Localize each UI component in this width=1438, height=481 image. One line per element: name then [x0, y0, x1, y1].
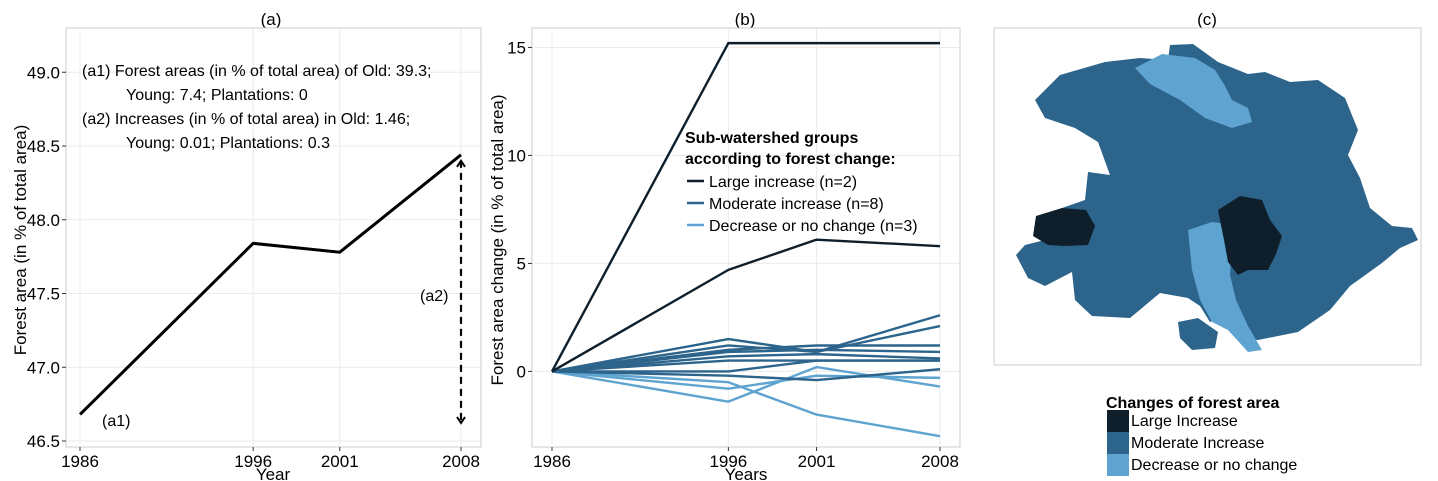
map-region-large-east: [1218, 196, 1282, 275]
panel-b-x-axis-label: Years: [725, 465, 768, 481]
panel-a-arrowhead-top: [456, 159, 466, 168]
panel-b-title: (b): [735, 10, 756, 29]
map-region-moderate-main: [1016, 44, 1418, 340]
legend-label-decrease: Decrease or no change (n=3): [709, 218, 918, 235]
annotation-a1-line2: Young: 7.4; Plantations: 0: [126, 87, 308, 104]
map-region-moderate-south: [1178, 318, 1218, 350]
panel-c-title: (c): [1197, 10, 1217, 29]
arrow-label-a2: (a2): [420, 288, 448, 305]
panel-c-legend-swatch-large: [1107, 410, 1129, 432]
panel-a-y-tick-label: 47.5: [27, 285, 60, 304]
watershed-map: [1016, 44, 1418, 352]
map-region-decrease-south: [1188, 222, 1262, 352]
panel-a-y-tick-label: 46.5: [27, 432, 60, 451]
panel-b-x-tick-label: 1996: [709, 452, 747, 471]
annotation-a2-line2: Young: 0.01; Plantations: 0.3: [126, 135, 330, 152]
panel-c-legend-label-large: Large Increase: [1131, 413, 1238, 430]
series-line-moderate: [551, 368, 941, 382]
panel-a-y-tick-label: 49.0: [27, 63, 60, 82]
panel-b-legend-title-2: according to forest change:: [685, 151, 896, 168]
panel-a-y-tick-label: 48.0: [27, 211, 60, 230]
panel-a-arrowhead-bottom: [456, 416, 466, 425]
panel-b-x-tick-label: 2008: [921, 452, 959, 471]
series-line-moderate: [551, 348, 941, 373]
panel-b-legend-title-1: Sub-watershed groups: [685, 130, 858, 147]
panel-c: (c) Changes of forest area Large Increas…: [993, 10, 1422, 476]
legend-label-moderate: Moderate increase (n=8): [709, 196, 884, 213]
panel-a-x-tick-label: 1996: [234, 452, 272, 471]
panel-c-legend: Changes of forest area Large Increase Mo…: [1106, 395, 1297, 476]
annotation-a2-line1: (a2) Increases (in % of total area) in O…: [82, 111, 410, 128]
panel-b-y-tick-label: 15: [507, 38, 526, 57]
panel-b-x-ticks: 1986 1996 2001 2008: [533, 447, 959, 471]
legend-label-large: Large increase (n=2): [709, 174, 857, 191]
panel-b-y-tick-label: 0: [517, 362, 526, 381]
panel-a-x-tick-label: 2001: [321, 452, 359, 471]
panel-c-legend-swatch-moderate: [1107, 432, 1129, 454]
panel-b-gridlines: [532, 28, 960, 447]
panel-b: (b) 0 5 10 15 1986 1996 2001 2008 Sub-watershe…: [488, 10, 961, 481]
panel-a-x-tick-label: 2008: [442, 452, 480, 471]
panel-c-legend-label-decrease: Decrease or no change: [1131, 457, 1297, 474]
panel-b-y-tick-label: 5: [517, 254, 526, 273]
panel-b-x-tick-label: 2001: [798, 452, 836, 471]
series-line-moderate: [551, 314, 941, 373]
panel-a-y-tick-label: 48.5: [27, 137, 60, 156]
series-line-decrease: [551, 365, 941, 403]
panel-a-x-ticks: 1986 1996 2001 2008: [61, 447, 480, 471]
panel-b-plot-area: [531, 27, 961, 448]
panel-b-x-tick-label: 1986: [533, 452, 571, 471]
panel-a-x-tick-label: 1986: [61, 452, 99, 471]
panel-b-legend: Sub-watershed groups according to forest…: [685, 130, 918, 235]
map-region-large-west: [1033, 208, 1095, 246]
series-line-large: [550, 41, 940, 372]
panel-c-legend-swatch-decrease: [1107, 454, 1129, 476]
panel-a-forest-area-line: [78, 153, 462, 416]
panel-a-y-axis-label: Forest area (in % of total area): [11, 125, 30, 356]
series-line-moderate: [551, 352, 941, 373]
series-line-large: [551, 238, 941, 373]
panel-c-legend-title: Changes of forest area: [1106, 395, 1279, 412]
panel-a-y-tick-label: 47.0: [27, 358, 60, 377]
panel-a-title: (a): [261, 10, 282, 29]
panel-a-plot-area: [65, 27, 482, 448]
panel-b-y-tick-label: 10: [507, 146, 526, 165]
panel-a-y-ticks: 46.5 47.0 47.5 48.0 48.5 49.0: [27, 63, 66, 451]
annotation-a1-line1: (a1) Forest areas (in % of total area) o…: [82, 63, 432, 80]
panel-c-legend-label-moderate: Moderate Increase: [1131, 435, 1265, 452]
panel-a: (a) 46.5 47.0 47.5 48.0 48.5 49.0 1986 1996 200…: [11, 10, 482, 481]
map-region-decrease-north: [1135, 54, 1252, 128]
point-label-a1: (a1): [102, 413, 130, 430]
series-line-decrease: [551, 370, 941, 438]
panel-b-series-lines: [550, 41, 941, 438]
panel-b-y-ticks: 0 5 10 15: [507, 38, 532, 381]
series-line-moderate: [552, 359, 940, 373]
panel-a-x-axis-label: Year: [256, 465, 291, 481]
panel-b-y-axis-label: Forest area change (in % of total area): [488, 94, 507, 385]
